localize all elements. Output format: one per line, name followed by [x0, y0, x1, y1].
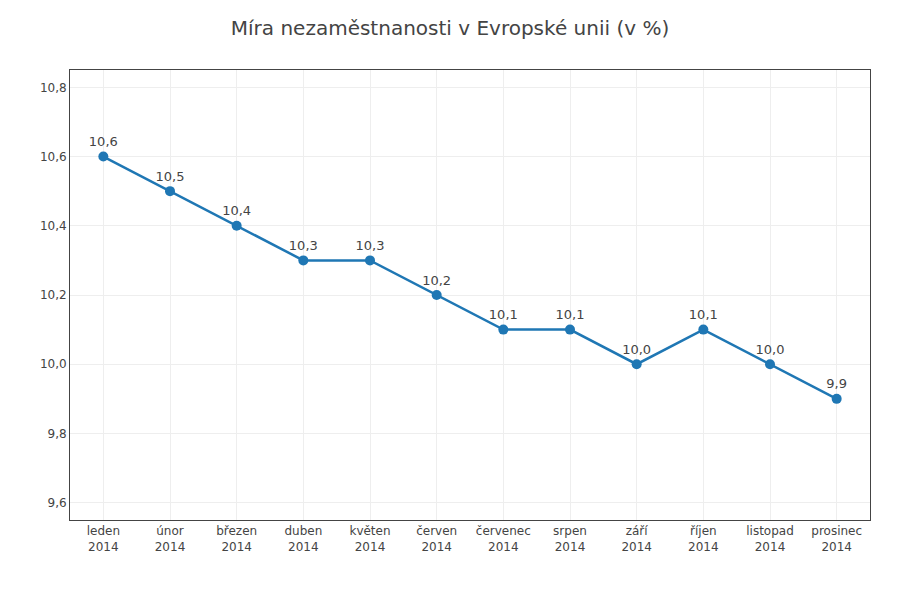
svg-text:10,3: 10,3: [289, 238, 318, 253]
svg-text:leden2014: leden2014: [87, 524, 120, 554]
svg-text:10,0: 10,0: [622, 342, 651, 357]
svg-text:10,2: 10,2: [40, 288, 67, 302]
svg-text:10,6: 10,6: [89, 134, 118, 149]
svg-text:prosinec2014: prosinec2014: [811, 524, 862, 554]
svg-text:10,1: 10,1: [489, 307, 518, 322]
svg-text:10,3: 10,3: [356, 238, 385, 253]
svg-text:únor2014: únor2014: [155, 524, 186, 554]
svg-text:9,8: 9,8: [48, 427, 67, 441]
svg-text:10,4: 10,4: [222, 203, 251, 218]
svg-text:říjen2014: říjen2014: [688, 524, 719, 554]
svg-text:10,0: 10,0: [756, 342, 785, 357]
svg-text:9,9: 9,9: [826, 376, 847, 391]
svg-text:září2014: září2014: [621, 524, 652, 554]
svg-text:duben2014: duben2014: [284, 524, 322, 554]
svg-text:listopad2014: listopad2014: [746, 524, 794, 554]
svg-text:březen2014: březen2014: [216, 524, 257, 554]
svg-text:Míra nezaměstnanosti v Evropsk: Míra nezaměstnanosti v Evropské unii (v …: [231, 16, 669, 40]
svg-text:10,4: 10,4: [40, 219, 67, 233]
svg-text:10,6: 10,6: [40, 150, 67, 164]
svg-text:10,1: 10,1: [556, 307, 585, 322]
svg-text:květen2014: květen2014: [349, 524, 390, 554]
svg-text:9,6: 9,6: [48, 496, 67, 510]
svg-text:10,0: 10,0: [40, 357, 67, 371]
svg-text:červenec2014: červenec2014: [476, 524, 531, 554]
svg-text:srpen2014: srpen2014: [553, 524, 587, 554]
svg-text:10,8: 10,8: [40, 81, 67, 95]
svg-text:10,5: 10,5: [156, 169, 185, 184]
svg-text:10,1: 10,1: [689, 307, 718, 322]
svg-text:červen2014: červen2014: [416, 524, 457, 554]
svg-text:10,2: 10,2: [422, 273, 451, 288]
